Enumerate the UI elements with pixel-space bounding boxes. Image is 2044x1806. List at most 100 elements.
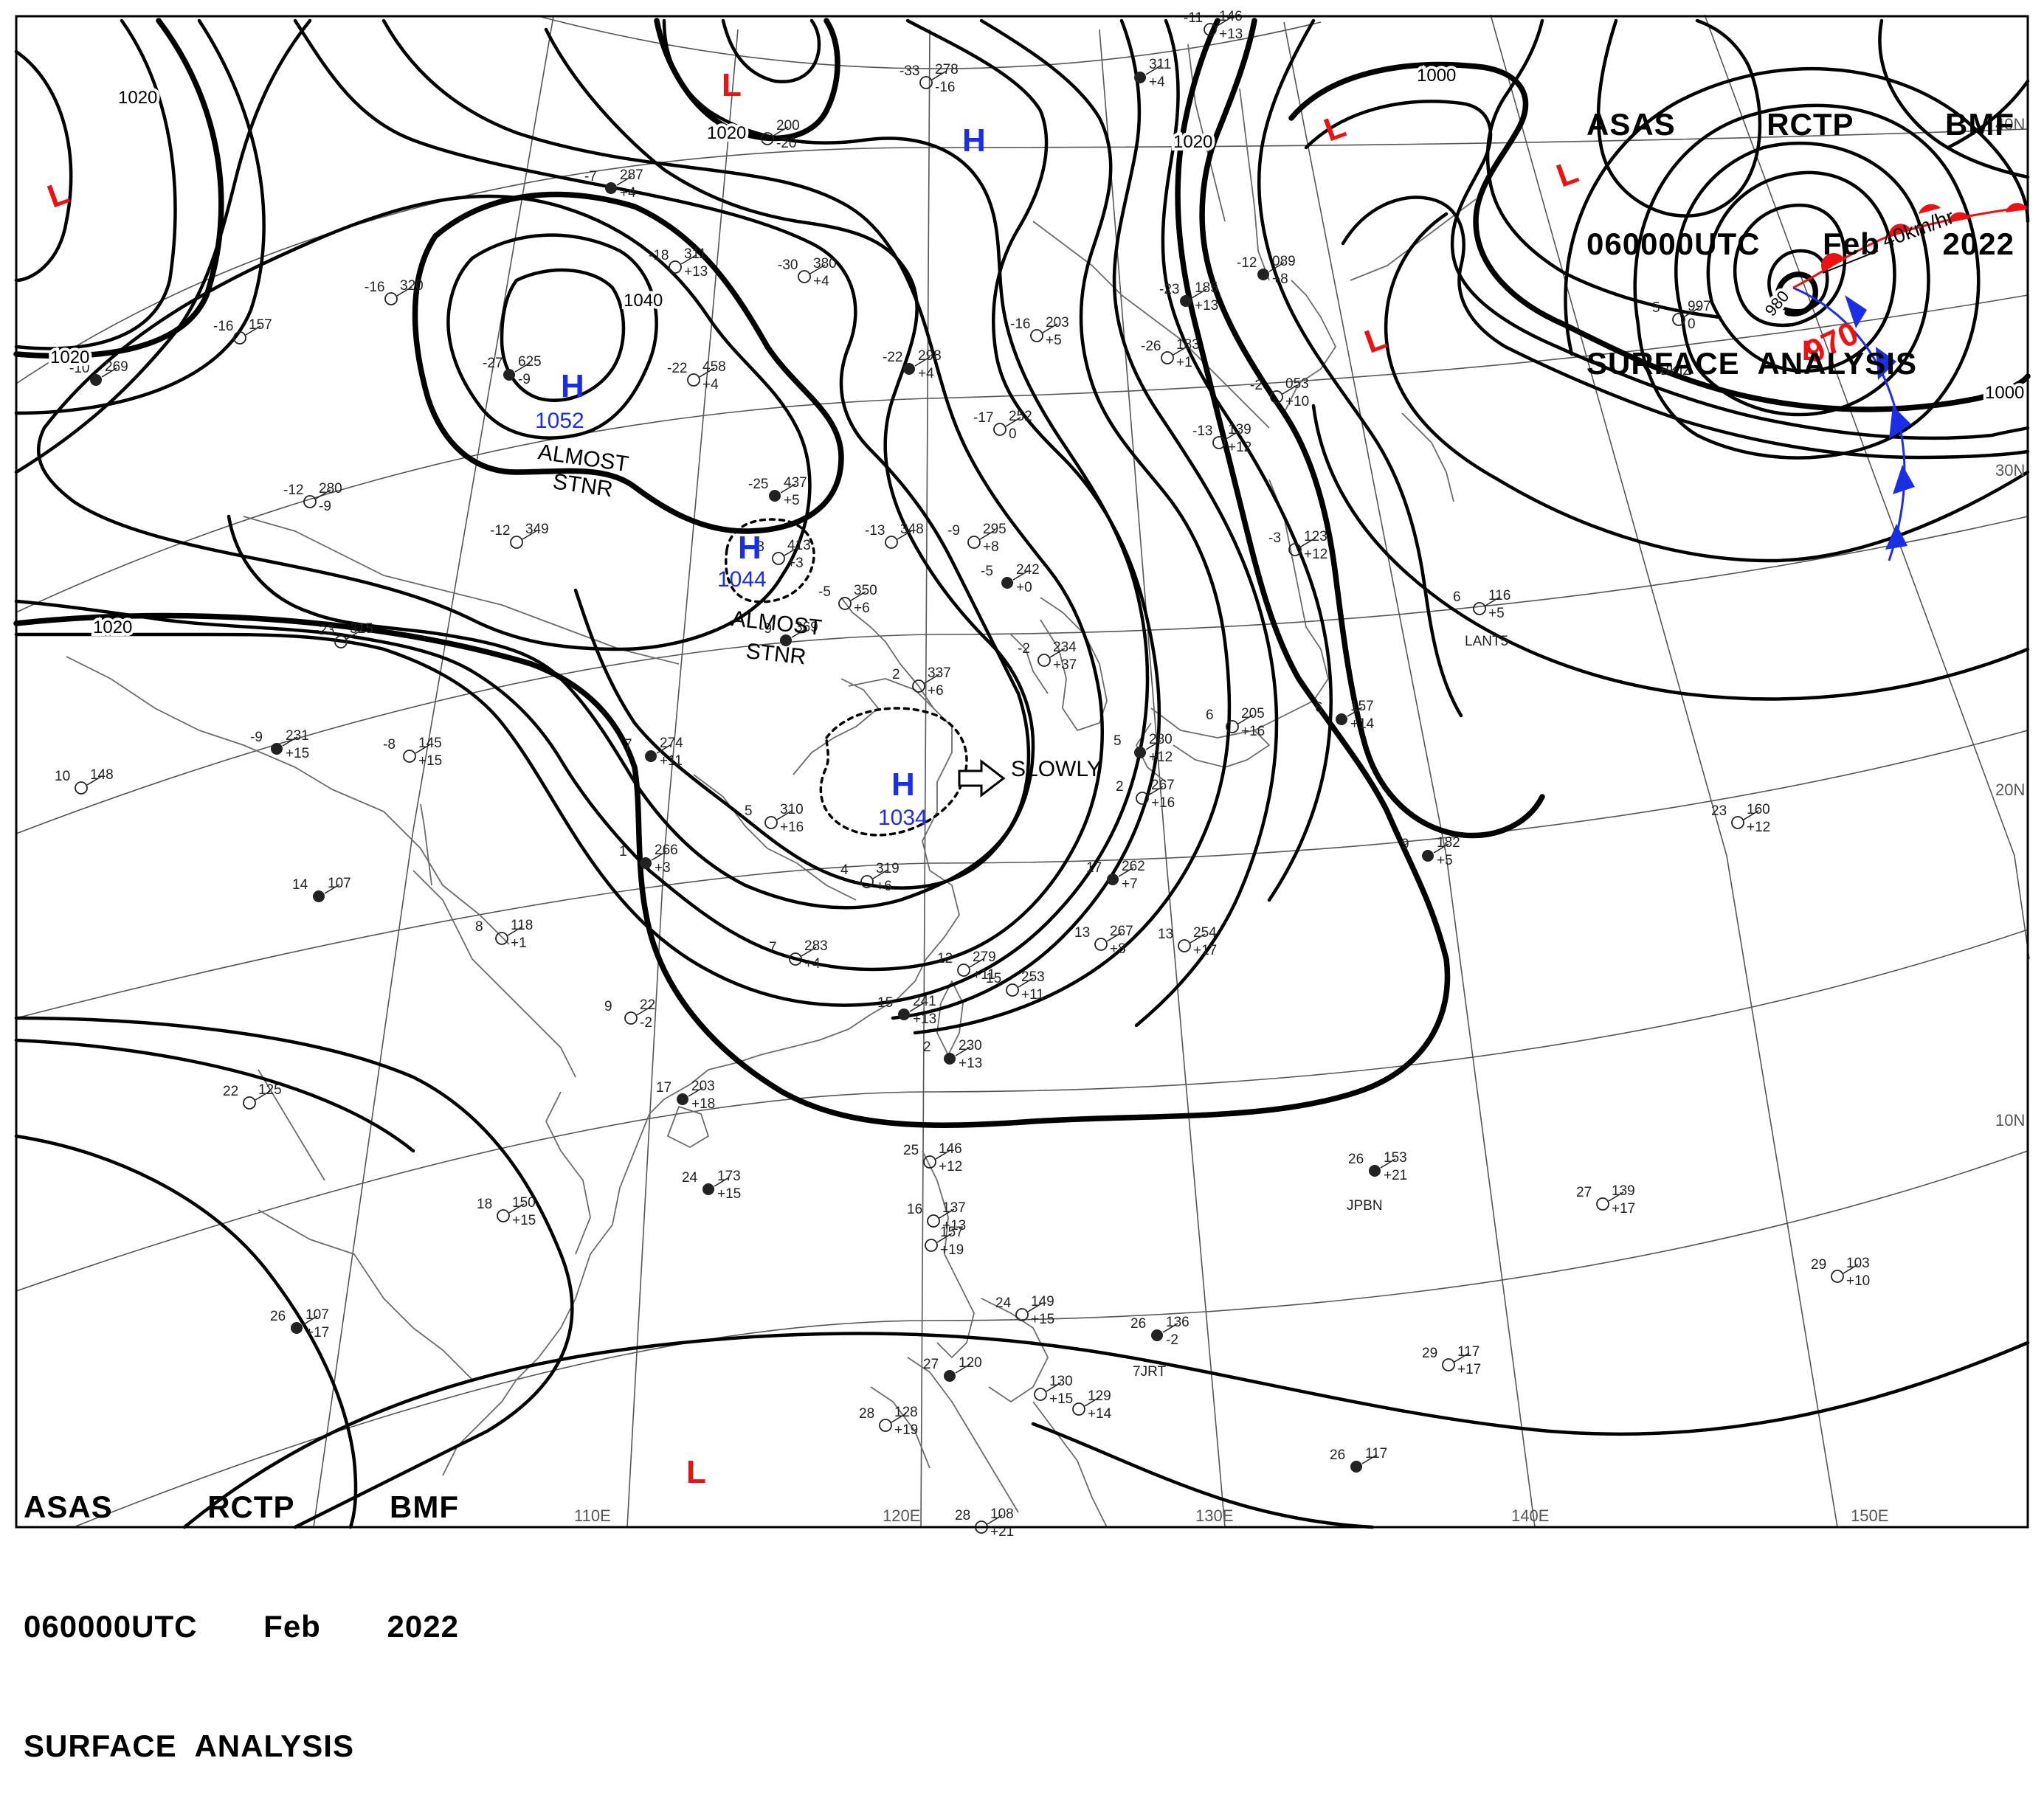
station-circle-icon <box>403 750 416 763</box>
station-circle-icon <box>1270 390 1283 404</box>
low-marker: L <box>686 1454 706 1490</box>
station-plot: 24 149 +15 <box>995 1294 1054 1327</box>
title-station: RCTP <box>207 1490 295 1524</box>
station-pressure: 182 <box>1437 835 1460 851</box>
station-plot: 17 262 +7 <box>1086 859 1145 892</box>
station-tendency: +15 <box>1031 1312 1054 1327</box>
station-tendency: +15 <box>418 753 442 769</box>
station-circle-icon <box>789 952 802 966</box>
station-temperature: 15 <box>877 995 893 1011</box>
title-agency: ASAS <box>1586 107 1676 142</box>
station-circle-icon <box>772 552 785 565</box>
station-circle-icon <box>1831 1270 1844 1283</box>
station-temperature: -5 <box>981 564 993 579</box>
station-plot: -13 348 <box>865 522 924 549</box>
station-pressure: 203 <box>691 1079 715 1094</box>
station-plot: 27 139 +17 <box>1576 1183 1635 1217</box>
station-pressure: 22 <box>640 997 655 1013</box>
wind-barb-icon <box>784 546 800 556</box>
station-circle-icon <box>898 1008 910 1020</box>
station-tendency: +0 <box>1016 580 1032 595</box>
station-temperature: -22 <box>667 361 687 376</box>
station-circle-icon <box>677 1093 688 1105</box>
station-pressure: 053 <box>1285 376 1309 392</box>
wind-barb-icon <box>1282 384 1298 395</box>
station-temperature: 9 <box>604 999 612 1014</box>
station-pressure: 200 <box>776 118 800 134</box>
station-tendency: +13 <box>913 1011 936 1027</box>
station-plot: 130+15 <box>1034 1374 1073 1407</box>
station-pressure: 348 <box>900 522 924 537</box>
station-tendency: +11 <box>1021 987 1044 1003</box>
wind-barb-icon <box>1380 1158 1396 1169</box>
isobar-label: 1020 <box>118 88 157 108</box>
station-plot: -5 242 +0 <box>981 562 1040 595</box>
station-temperature: 12 <box>937 951 953 966</box>
wind-barb-icon <box>656 744 672 754</box>
station-circle-icon <box>1015 1308 1029 1321</box>
wind-barb-icon <box>415 744 431 754</box>
station-pressure: 262 <box>1122 859 1145 874</box>
station-tendency: +5 <box>1437 853 1453 868</box>
isobar-label: 1000 <box>1417 66 1456 86</box>
station-temperature: -10 <box>69 361 89 376</box>
station-tendency: +6 <box>928 683 944 699</box>
station-temperature: -18 <box>649 248 669 263</box>
station-circle-icon <box>1006 983 1019 997</box>
wind-barb-icon <box>872 869 888 879</box>
station-circle-icon <box>1204 23 1217 36</box>
station-circle-icon <box>1369 1165 1381 1177</box>
station-plot: 15 253 +11 <box>986 969 1045 1003</box>
wind-barb-icon <box>924 674 940 684</box>
station-plot: 2 337 +6 <box>892 665 951 699</box>
ship-id: BKIZ <box>1660 363 1692 378</box>
station-circle-icon <box>1072 1402 1085 1416</box>
station-tendency: +12 <box>1228 440 1251 455</box>
station-tendency: +12 <box>1304 547 1327 562</box>
station-pressure: 997 <box>1688 299 1711 314</box>
station-plot: -16 320 <box>365 278 424 305</box>
wind-barb-icon <box>508 1203 525 1214</box>
station-tendency: +11 <box>973 967 995 983</box>
station-temperature: -30 <box>778 257 798 273</box>
station-plot: 29 103 +10 <box>1811 1256 1870 1289</box>
station-circle-icon <box>1336 713 1347 725</box>
station-plot: 23 160 +12 <box>1711 802 1770 835</box>
station-pressure: 139 <box>1612 1183 1635 1199</box>
station-temperature: 8 <box>475 919 483 935</box>
station-plot: 6 205 +16 <box>1206 706 1265 739</box>
station-circle-icon <box>243 1096 256 1110</box>
station-plot: 18 150 +15 <box>477 1195 536 1228</box>
station-tendency: +21 <box>1384 1168 1407 1183</box>
title-time: 060000UTC <box>1586 226 1761 261</box>
station-plot: 26 117 <box>1330 1446 1387 1473</box>
station-pressure: 146 <box>939 1141 962 1157</box>
station-circle-icon <box>993 423 1007 436</box>
station-tendency: +16 <box>1151 795 1175 811</box>
station-tendency: +1 <box>511 935 527 951</box>
title-agency: ASAS <box>24 1490 113 1524</box>
station-pressure: 234 <box>1053 640 1077 655</box>
station-circle-icon <box>1350 1461 1362 1473</box>
station-circle-icon <box>903 363 915 375</box>
title-product: SURFACE ANALYSIS <box>24 1729 354 1763</box>
station-pressure: 269 <box>105 359 128 375</box>
wind-barb-icon <box>776 810 793 820</box>
wind-barb-icon <box>801 947 817 957</box>
high-value: 1044 <box>717 567 767 592</box>
isobar-label: 1020 <box>50 347 89 367</box>
station-circle-icon <box>233 331 246 345</box>
station-pressure: 117 <box>1365 1446 1387 1461</box>
wind-barb-icon <box>1485 596 1501 606</box>
wind-barb-icon <box>909 1002 925 1012</box>
station-pressure: 160 <box>1747 802 1770 817</box>
station-circle-icon <box>624 1011 638 1025</box>
station-plot: 9 182 +5 <box>1401 835 1460 868</box>
station-plot: 25 146 +12 <box>903 1141 962 1174</box>
station-tendency: +6 <box>876 879 892 894</box>
station-temperature: -12 <box>1237 255 1257 271</box>
lat-label: 40N <box>1995 115 2025 134</box>
station-pressure: 145 <box>418 736 442 751</box>
high-marker: H <box>738 530 762 566</box>
station-temperature: 15 <box>986 971 1001 986</box>
